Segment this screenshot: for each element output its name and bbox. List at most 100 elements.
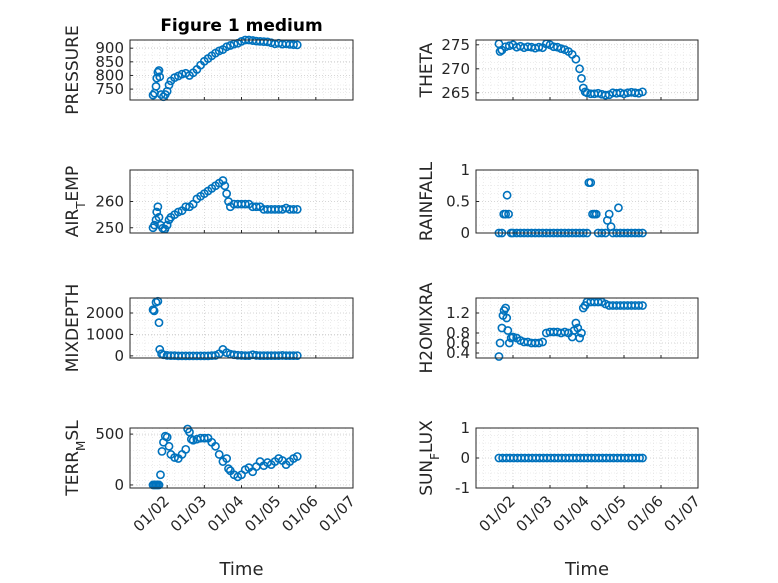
y-axis-label-main: SUN xyxy=(417,460,437,496)
data-point xyxy=(181,444,191,454)
data-point xyxy=(638,453,647,463)
axes-frame xyxy=(475,169,699,234)
data-point xyxy=(148,90,158,100)
x-tick-label: 01/04 xyxy=(550,492,593,535)
y-axis-label-subscript: M xyxy=(74,441,88,451)
data-point xyxy=(577,74,586,83)
data-point xyxy=(222,454,232,463)
y-tick-label: 0.4 xyxy=(446,344,470,362)
data-point xyxy=(556,44,566,54)
data-point xyxy=(148,305,158,315)
y-tick-label: 1.2 xyxy=(446,304,470,322)
data-point xyxy=(151,81,161,91)
axes-frame xyxy=(129,297,354,359)
x-tick-label: 01/02 xyxy=(130,492,173,535)
data-point xyxy=(170,453,179,462)
data-point xyxy=(501,303,510,313)
y-tick-label: 850 xyxy=(95,53,124,71)
y-tick-label: 0.5 xyxy=(446,193,470,211)
data-point xyxy=(289,351,298,361)
data-point xyxy=(162,432,172,442)
y-tick-label: 250 xyxy=(95,219,124,237)
y-axis-label: PRESSURE xyxy=(63,25,83,114)
y-tick-label: 0 xyxy=(114,476,124,494)
axes-frame xyxy=(475,297,699,359)
y-axis-label: SUNFLUX xyxy=(417,420,442,496)
data-point xyxy=(251,202,261,212)
data-point xyxy=(289,204,298,214)
data-point xyxy=(153,202,163,212)
data-point xyxy=(214,450,224,459)
x-tick-label: 01/07 xyxy=(661,492,704,535)
y-tick-label: 2000 xyxy=(86,304,124,322)
data-point xyxy=(635,453,644,463)
subplot-rainfall: 0 0.5 1 RAINFALL xyxy=(417,161,699,242)
data-point xyxy=(150,220,159,230)
data-point xyxy=(154,318,164,328)
data-point xyxy=(240,199,250,209)
y-axis-label-subscript: T xyxy=(74,201,88,210)
data-point xyxy=(156,470,165,480)
x-tick-label: 01/06 xyxy=(278,492,321,535)
data-point xyxy=(154,66,164,75)
data-point xyxy=(292,204,302,214)
data-point xyxy=(501,209,510,219)
y-tick-label: 1 xyxy=(460,161,470,179)
y-tick-label: 0 xyxy=(460,224,470,242)
data-point xyxy=(614,203,623,213)
subplot-terr_msl: 0 500 TERRMSL 01/0201/0301/0401/0501/0601/0… xyxy=(63,420,359,580)
axes-frame xyxy=(475,427,699,489)
data-point xyxy=(157,446,167,456)
data-point xyxy=(508,332,518,342)
y-axis-label-rest: LUX xyxy=(417,420,437,453)
data-point xyxy=(220,181,230,191)
y-axis-label-subscript: F xyxy=(428,453,442,460)
data-point xyxy=(154,212,164,222)
x-tick-label: 01/05 xyxy=(587,492,630,535)
axes-frame xyxy=(129,39,354,101)
y-tick-label: 0.8 xyxy=(446,324,470,342)
data-point xyxy=(577,328,586,338)
data-point xyxy=(149,306,159,316)
x-tick-label: 01/05 xyxy=(241,492,284,535)
y-tick-label: 1 xyxy=(460,419,470,437)
data-point xyxy=(164,80,174,90)
data-point xyxy=(638,301,647,310)
y-axis-label-main: AIR xyxy=(63,209,83,238)
x-tick-label: 01/04 xyxy=(204,492,247,535)
y-tick-label: 800 xyxy=(95,66,124,84)
x-tick-label: 01/02 xyxy=(476,492,519,535)
y-tick-label: 0 xyxy=(460,449,470,467)
axes-frame xyxy=(129,169,354,234)
data-point xyxy=(495,338,505,348)
axes-frame xyxy=(475,39,699,101)
y-tick-label: 265 xyxy=(441,84,470,102)
subplot-air_temp: 250 260 AIRTEMP xyxy=(63,166,354,238)
y-axis-label: RAINFALL xyxy=(417,161,437,241)
data-point xyxy=(218,176,228,185)
data-point xyxy=(154,480,164,490)
y-axis-label: TERRMSL xyxy=(63,420,88,497)
figure-title: Figure 1 medium xyxy=(160,16,322,36)
subplot-sun_flux: -1 0 1 SUNFLUX 01/0201/0301/0401/0501/0601/0… xyxy=(417,419,704,580)
data-point xyxy=(534,42,544,52)
x-axis-label: Time xyxy=(218,559,263,580)
data-point xyxy=(604,209,614,219)
data-point xyxy=(571,318,581,328)
data-point xyxy=(292,452,302,461)
y-tick-label: -1 xyxy=(455,479,470,497)
data-point xyxy=(292,40,302,50)
y-axis-label: MIXDEPTH xyxy=(63,284,83,373)
data-point xyxy=(152,207,162,217)
data-point xyxy=(504,338,514,348)
y-tick-label: 275 xyxy=(441,36,470,54)
y-tick-label: 270 xyxy=(441,60,470,78)
axes-frame xyxy=(129,427,354,489)
x-tick-label: 01/03 xyxy=(167,492,210,535)
data-point xyxy=(503,326,513,335)
x-axis-label: Time xyxy=(564,559,609,580)
subplot-h2omixra: 0.40.60.8 1.2 H2OMIXRA xyxy=(417,282,699,374)
